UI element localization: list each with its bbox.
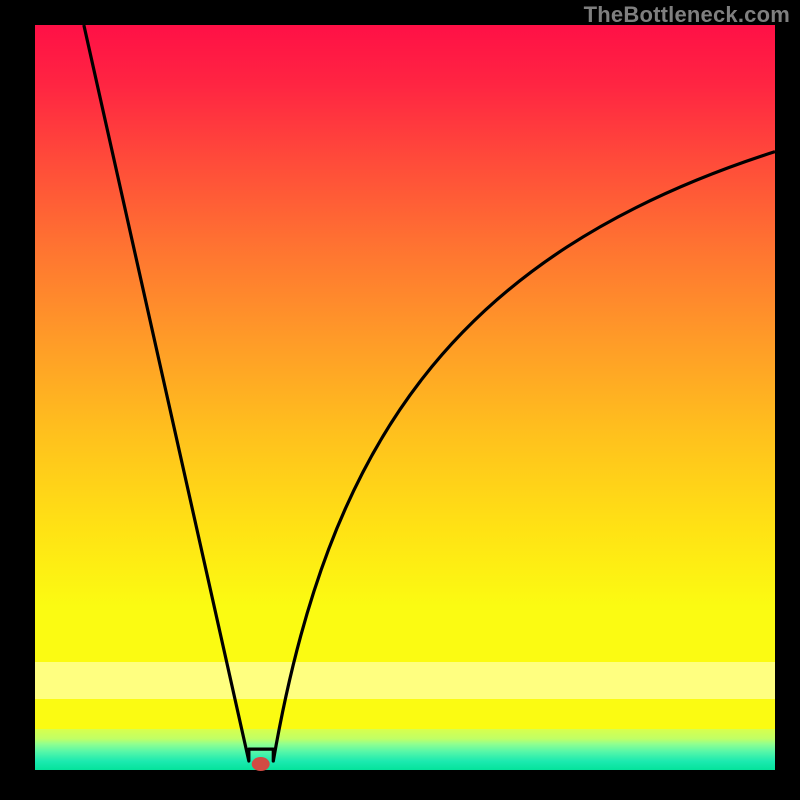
chart-frame: TheBottleneck.com: [0, 0, 800, 800]
optimum-marker: [252, 757, 270, 771]
bottleneck-chart: [0, 0, 800, 800]
watermark-text: TheBottleneck.com: [584, 2, 790, 28]
plot-background: [35, 25, 775, 770]
